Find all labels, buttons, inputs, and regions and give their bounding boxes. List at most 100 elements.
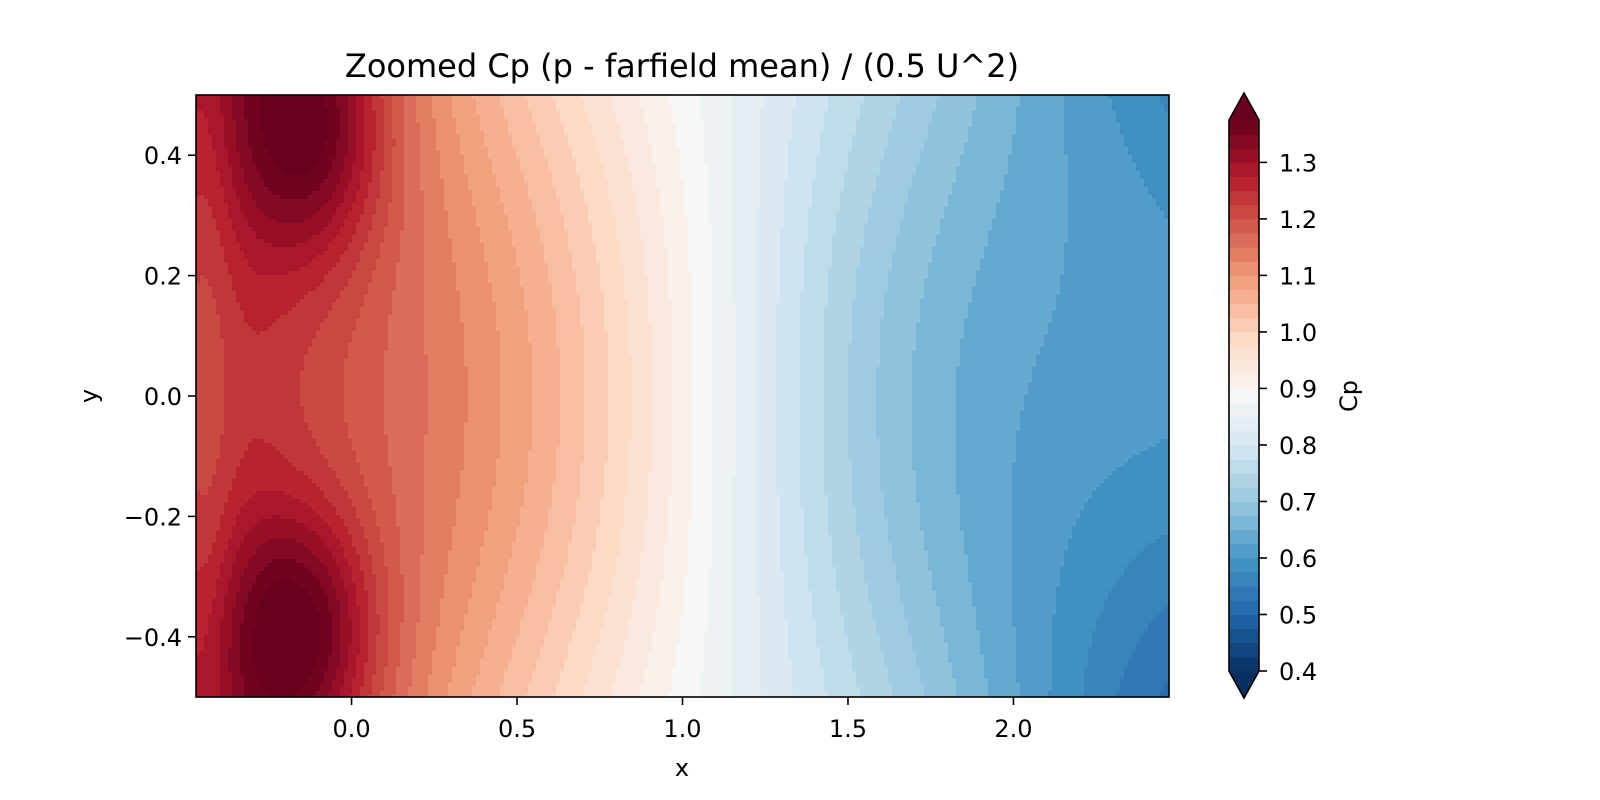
contour-cell — [976, 143, 981, 148]
contour-cell — [220, 155, 225, 160]
contour-cell — [1100, 127, 1105, 132]
contour-cell — [1012, 111, 1017, 116]
contour-cell — [552, 147, 557, 152]
contour-cell — [684, 131, 689, 136]
contour-cell — [1028, 143, 1033, 148]
contour-cell — [800, 119, 805, 124]
contour-cell — [632, 135, 637, 140]
contour-cell — [696, 115, 701, 120]
contour-cell — [280, 99, 285, 104]
contour-cell — [336, 123, 341, 128]
contour-cell — [568, 151, 573, 156]
contour-cell — [680, 155, 685, 160]
contour-cell — [236, 127, 241, 132]
contour-cell — [568, 115, 573, 120]
contour-cell — [524, 131, 529, 136]
contour-cell — [924, 123, 929, 128]
contour-cell — [1040, 151, 1045, 156]
contour-cell — [604, 107, 609, 112]
contour-cell — [1084, 151, 1089, 156]
contour-cell — [844, 99, 849, 104]
contour-cell — [904, 135, 909, 140]
contour-cell — [448, 115, 453, 120]
contour-cell — [652, 99, 657, 104]
contour-cell — [372, 99, 377, 104]
contour-cell — [212, 131, 217, 136]
contour-cell — [840, 151, 845, 156]
contour-cell — [864, 147, 869, 152]
contour-cell — [940, 131, 945, 136]
contour-cell — [1136, 99, 1141, 104]
contour-cell — [504, 135, 509, 140]
contour-cell — [1076, 127, 1081, 132]
contour-cell — [964, 119, 969, 124]
contour-cell — [404, 139, 409, 144]
contour-cell — [680, 119, 685, 124]
contour-cell — [256, 115, 261, 120]
contour-cell — [1084, 111, 1089, 116]
contour-cell — [240, 131, 245, 136]
contour-cell — [1076, 115, 1081, 120]
contour-cell — [456, 155, 461, 160]
contour-cell — [440, 99, 445, 104]
contour-cell — [636, 151, 641, 156]
contour-cell — [440, 115, 445, 120]
contour-cell — [484, 119, 489, 124]
contour-cell — [632, 131, 637, 136]
contour-cell — [776, 135, 781, 140]
contour-cell — [1140, 151, 1145, 156]
contour-cell — [988, 143, 993, 148]
contour-cell — [260, 131, 265, 136]
contour-cell — [796, 151, 801, 156]
contour-cell — [708, 123, 713, 128]
contour-cell — [992, 103, 997, 108]
contour-cell — [408, 155, 413, 160]
contour-cell — [380, 115, 385, 120]
contour-cell — [1092, 115, 1097, 120]
contour-cell — [1028, 127, 1033, 132]
contour-cell — [396, 131, 401, 136]
contour-cell — [1012, 107, 1017, 112]
contour-cell — [940, 155, 945, 160]
contour-cell — [444, 123, 449, 128]
contour-cell — [1136, 127, 1141, 132]
contour-cell — [932, 103, 937, 108]
contour-cell — [456, 111, 461, 116]
contour-cell — [580, 119, 585, 124]
contour-cell — [660, 119, 665, 124]
contour-cell — [1080, 127, 1085, 132]
contour-cell — [288, 135, 293, 140]
contour-cell — [720, 127, 725, 132]
contour-cell — [400, 131, 405, 136]
contour-cell — [600, 111, 605, 116]
contour-cell — [964, 143, 969, 148]
contour-cell — [528, 123, 533, 128]
contour-cell — [468, 115, 473, 120]
contour-cell — [596, 123, 601, 128]
contour-cell — [820, 147, 825, 152]
contour-cell — [984, 103, 989, 108]
contour-cell — [492, 107, 497, 112]
contour-cell — [248, 111, 253, 116]
contour-cell — [744, 155, 749, 160]
contour-cell — [1108, 139, 1113, 144]
contour-cell — [868, 107, 873, 112]
contour-cell — [208, 119, 213, 124]
contour-cell — [344, 135, 349, 140]
contour-cell — [268, 147, 273, 152]
contour-cell — [1144, 103, 1149, 108]
contour-cell — [600, 103, 605, 108]
contour-cell — [248, 103, 253, 108]
contour-cell — [784, 135, 789, 140]
contour-cell — [984, 147, 989, 152]
contour-cell — [864, 115, 869, 120]
contour-cell — [888, 143, 893, 148]
contour-cell — [380, 119, 385, 124]
contour-cell — [712, 127, 717, 132]
contour-cell — [688, 131, 693, 136]
contour-cell — [400, 151, 405, 156]
contour-cell — [1112, 103, 1117, 108]
contour-cell — [1120, 131, 1125, 136]
contour-cell — [808, 99, 813, 104]
contour-cell — [408, 119, 413, 124]
